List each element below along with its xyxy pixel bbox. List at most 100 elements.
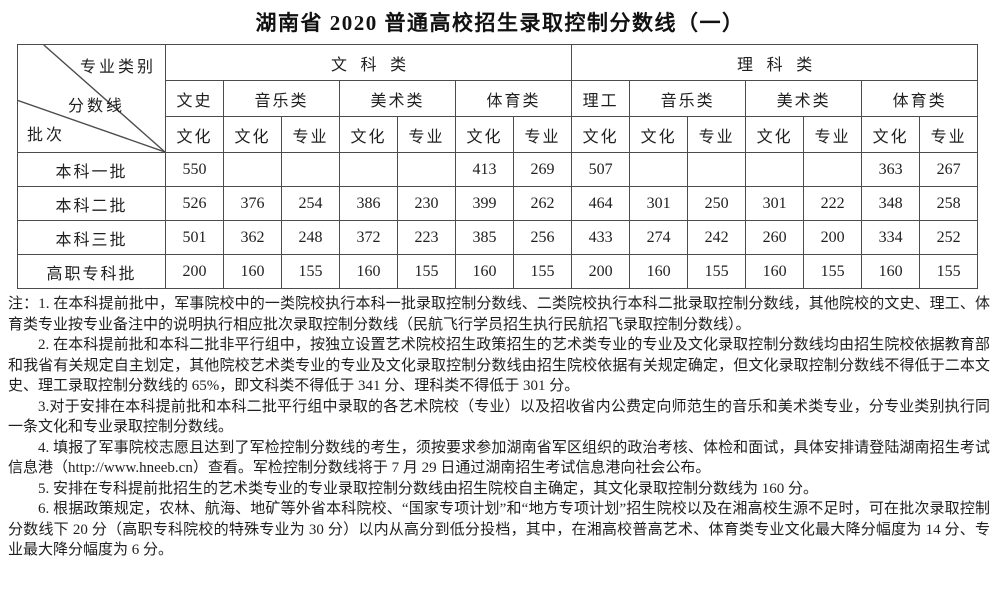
score-cell: 274 (629, 220, 689, 255)
score-cell: 267 (919, 152, 979, 187)
score-cell: 433 (571, 220, 631, 255)
score-cell: 160 (745, 254, 805, 289)
score-cell: 526 (165, 186, 224, 221)
score-cell (281, 152, 340, 187)
corner-label-scoreline: 分数线 (67, 98, 125, 116)
score-cell: 155 (397, 254, 456, 289)
score-cell: 155 (919, 254, 979, 289)
column-header: 文化 (223, 116, 282, 153)
score-cell: 258 (919, 186, 979, 221)
table-head: 专业类别 分数线 批次 文科类 理科类 文史 音乐类 美术类 体育类 理工 音乐类 美术类 体育类 文化文… (17, 44, 979, 153)
subgroup-header: 理工 (571, 80, 631, 117)
score-cell: 160 (629, 254, 689, 289)
score-cell: 362 (223, 220, 282, 255)
table-row: 高职专科批 200 160 155 160 155 160 155 200 160 155 160 15… (17, 254, 979, 289)
header-row-groups: 专业类别 分数线 批次 文科类 理科类 (17, 44, 979, 153)
corner-label-category: 专业类别 (79, 59, 156, 76)
score-cell: 464 (571, 186, 631, 221)
score-cell: 301 (629, 186, 689, 221)
column-header: 专业 (397, 116, 456, 153)
score-cell: 155 (803, 254, 863, 289)
subgroup-header: 文史 (165, 80, 224, 117)
column-header: 专业 (919, 116, 979, 153)
batch-row-header: 本科二批 (17, 186, 166, 221)
group-header: 文科类 (164, 44, 573, 81)
table-row: 本科二批 526 376 254 386 230 399 262 464 301 250 301 222… (17, 186, 979, 221)
score-cell: 155 (281, 254, 340, 289)
header-row-columns: 文化 文化 专业 文化 专业 文化 专业 文化 文化 专业 文化 专业 文化 专业 (18, 116, 979, 153)
note-5: 5. 安排在专科提前批招生的艺术类专业的专业录取控制分数线由招生院校自主确定，其… (38, 480, 819, 497)
note-2: 2. 在本科提前批和本科二批非平行组中，按独立设置艺术院校招生政策招生的艺术类专… (8, 337, 990, 394)
notes-section: 注：1. 在本科提前批中，军事院校中的一类院校执行本科一批录取控制分数线、二类院… (8, 294, 990, 561)
score-cell (339, 152, 398, 187)
score-cell: 399 (455, 186, 514, 221)
score-cell (397, 152, 456, 187)
score-cell: 155 (687, 254, 747, 289)
subgroup-header: 美术类 (745, 80, 863, 117)
column-header: 文化 (339, 116, 398, 153)
score-cell: 160 (861, 254, 921, 289)
score-cell: 160 (339, 254, 398, 289)
score-cell: 200 (571, 254, 631, 289)
score-table: 专业类别 分数线 批次 文科类 理科类 文史 音乐类 美术类 体育类 理工 音乐类 美术类 体育类 文化文… (17, 44, 979, 289)
table-row: 本科三批 501 362 248 372 223 385 256 433 274 242 260 200… (17, 220, 979, 255)
subgroup-header: 体育类 (861, 80, 979, 117)
note-6: 6. 根据政策规定，农林、航海、地矿等外省本科院校、“国家专项计划”和“地方专项… (8, 501, 990, 558)
column-header: 专业 (512, 116, 573, 153)
note-1: 注：1. 在本科提前批中，军事院校中的一类院校执行本科一批录取控制分数线、二类院… (8, 296, 990, 333)
column-header: 专业 (687, 116, 747, 153)
score-cell: 254 (281, 186, 340, 221)
table-body: 本科一批 550 413 269 507 363 267 本科二批 526 376 254 386 23… (17, 152, 979, 289)
score-cell: 222 (803, 186, 863, 221)
score-cell: 301 (745, 186, 805, 221)
column-header: 文化 (629, 116, 689, 153)
batch-row-header: 本科三批 (17, 220, 166, 255)
score-cell: 501 (165, 220, 224, 255)
score-cell: 260 (745, 220, 805, 255)
column-header: 文化 (745, 116, 805, 153)
group-header: 理科类 (571, 44, 979, 81)
score-cell: 372 (339, 220, 398, 255)
corner-header-cell: 专业类别分数线 批次 (17, 44, 166, 153)
score-cell: 160 (223, 254, 282, 289)
score-cell: 413 (455, 152, 514, 187)
column-header: 文化 (571, 116, 631, 153)
score-cell: 256 (512, 220, 573, 255)
batch-row-header: 高职专科批 (17, 254, 166, 289)
score-cell: 385 (455, 220, 514, 255)
score-cell: 269 (512, 152, 573, 187)
score-cell: 155 (512, 254, 573, 289)
score-cell: 262 (512, 186, 573, 221)
column-header: 文化 (861, 116, 921, 153)
table-row: 本科一批 550 413 269 507 363 267 (17, 152, 979, 187)
score-cell: 248 (281, 220, 340, 255)
score-cell (803, 152, 863, 187)
score-cell: 363 (861, 152, 921, 187)
batch-row-header: 本科一批 (17, 152, 166, 187)
score-cell (687, 152, 747, 187)
score-cell (223, 152, 282, 187)
score-cell: 250 (687, 186, 747, 221)
score-cell: 334 (861, 220, 921, 255)
score-cell: 242 (687, 220, 747, 255)
column-header: 专业 (803, 116, 863, 153)
corner-label-batch: 批次 (27, 127, 66, 144)
score-cell: 200 (165, 254, 224, 289)
score-cell: 348 (861, 186, 921, 221)
score-cell: 507 (571, 152, 631, 187)
note-4: 4. 填报了军事院校志愿且达到了军检控制分数线的考生，须按要求参加湖南省军区组织… (8, 439, 990, 477)
score-cell (745, 152, 805, 187)
note-3: 3.对于安排在本科提前批和本科二批平行组中录取的各艺术院校（专业）以及招收省内公… (8, 398, 990, 436)
column-header: 文化 (165, 116, 224, 153)
score-cell: 550 (165, 152, 224, 187)
score-cell: 386 (339, 186, 398, 221)
score-cell (629, 152, 689, 187)
score-cell: 223 (397, 220, 456, 255)
score-cell: 160 (455, 254, 514, 289)
subgroup-header: 音乐类 (629, 80, 747, 117)
column-header: 专业 (281, 116, 340, 153)
column-header: 文化 (455, 116, 514, 153)
score-cell: 230 (397, 186, 456, 221)
subgroup-header: 体育类 (454, 80, 573, 117)
